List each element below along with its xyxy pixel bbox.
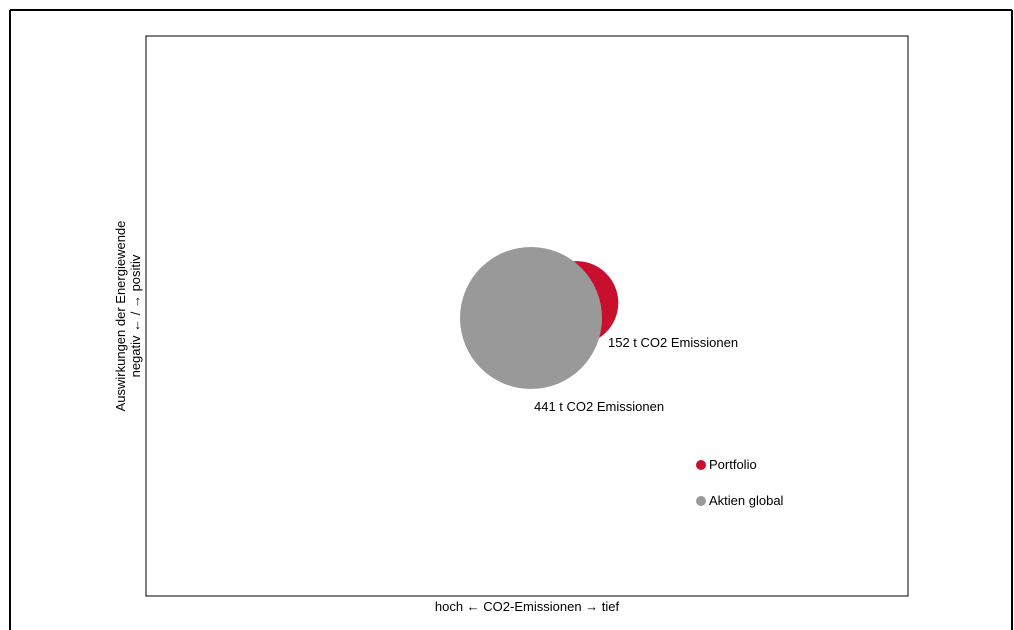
legend: Portfolio Aktien global <box>696 457 784 508</box>
y-axis-label-range: negativ ← / → positiv <box>128 254 143 377</box>
legend-marker-aktien-global <box>696 496 706 506</box>
y-axis-label-title: Auswirkungen der Energiewende <box>113 221 128 412</box>
plot-area <box>145 35 909 597</box>
legend-label-aktien-global: Aktien global <box>709 493 784 508</box>
legend-marker-portfolio <box>696 460 706 470</box>
bubble-aktien-global <box>460 247 602 389</box>
x-axis-label: hoch ← CO2-Emissionen → tief <box>435 599 620 614</box>
bubbles-group <box>460 247 619 389</box>
global-bubble-label: 441 t CO2 Emissionen <box>534 399 664 414</box>
legend-label-portfolio: Portfolio <box>709 457 757 472</box>
portfolio-bubble-label: 152 t CO2 Emissionen <box>608 335 738 350</box>
